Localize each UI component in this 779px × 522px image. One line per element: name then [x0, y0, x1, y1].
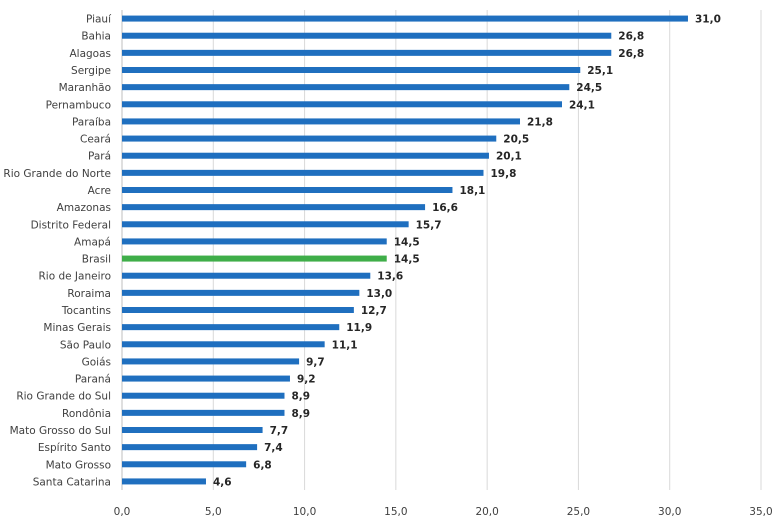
- bar-18: [122, 324, 340, 331]
- bar-5: [122, 101, 562, 108]
- value-label-22: 8,9: [291, 391, 310, 403]
- x-tick-label-3: 15,0: [384, 506, 407, 518]
- bar-15: [122, 272, 371, 279]
- value-label-10: 18,1: [459, 185, 485, 197]
- bar-25: [122, 444, 258, 451]
- value-label-17: 12,7: [361, 305, 387, 317]
- value-label-25: 7,4: [264, 442, 283, 454]
- bar-22: [122, 392, 285, 399]
- category-label-4: Maranhão: [59, 82, 111, 94]
- category-label-6: Paraíba: [72, 116, 111, 128]
- bar-2: [122, 49, 612, 56]
- value-label-5: 24,1: [569, 99, 595, 111]
- category-label-17: Tocantins: [61, 305, 111, 317]
- bar-0: [122, 15, 688, 22]
- bar-9: [122, 169, 484, 176]
- category-label-2: Alagoas: [69, 48, 111, 60]
- value-labels: 31,0 26,8 26,8 25,1 24,5 24,1 21,8 20,5 20,1 19,8…: [213, 14, 721, 489]
- x-tick-label-2: 10,0: [293, 506, 316, 518]
- bar-12: [122, 221, 409, 228]
- category-label-0: Piauí: [86, 14, 112, 26]
- value-label-8: 20,1: [496, 151, 522, 163]
- value-label-0: 31,0: [695, 14, 721, 26]
- value-label-11: 16,6: [432, 202, 458, 214]
- bar-4: [122, 84, 570, 91]
- category-label-5: Pernambuco: [46, 99, 111, 111]
- bar-1: [122, 32, 612, 39]
- value-label-21: 9,2: [297, 374, 316, 386]
- value-label-23: 8,9: [291, 408, 310, 420]
- category-label-3: Sergipe: [71, 65, 111, 77]
- value-label-13: 14,5: [394, 236, 420, 248]
- value-label-4: 24,5: [576, 82, 602, 94]
- category-label-1: Bahia: [81, 31, 111, 43]
- value-label-14: 14,5: [394, 254, 420, 266]
- category-label-27: Santa Catarina: [33, 476, 111, 488]
- category-label-25: Espírito Santo: [38, 442, 111, 454]
- bar-16: [122, 289, 360, 296]
- value-label-6: 21,8: [527, 116, 553, 128]
- category-label-8: Pará: [88, 151, 111, 163]
- bar-23: [122, 409, 285, 416]
- x-tick-label-0: 0,0: [114, 506, 131, 518]
- category-label-19: São Paulo: [60, 339, 111, 351]
- category-label-9: Rio Grande do Norte: [3, 168, 111, 180]
- bar-21: [122, 375, 290, 382]
- x-axis-tick-labels: 0,0 5,0 10,0 15,0 20,0 25,0 30,0 35,0: [114, 506, 773, 518]
- bars: [122, 15, 688, 485]
- bar-14: [122, 255, 387, 262]
- bar-13: [122, 238, 387, 245]
- grid-lines: [121, 10, 762, 490]
- x-tick-label-1: 5,0: [205, 506, 222, 518]
- bar-17: [122, 307, 354, 313]
- category-label-21: Paraná: [75, 374, 111, 386]
- category-label-10: Acre: [88, 185, 111, 197]
- category-label-24: Mato Grosso do Sul: [10, 425, 111, 437]
- bar-6: [122, 118, 521, 125]
- bar-20: [122, 358, 300, 365]
- bar-3: [122, 67, 581, 73]
- value-label-27: 4,6: [213, 476, 232, 488]
- category-label-14: Brasil: [82, 254, 111, 266]
- category-label-7: Ceará: [80, 134, 111, 146]
- value-label-26: 6,8: [253, 459, 272, 471]
- value-label-20: 9,7: [306, 356, 325, 368]
- category-label-12: Distrito Federal: [31, 219, 111, 231]
- value-label-18: 11,9: [346, 322, 372, 334]
- value-label-19: 11,1: [332, 339, 358, 351]
- category-labels: Piauí Bahia Alagoas Sergipe Maranhão Pernambu…: [3, 14, 112, 489]
- x-tick-label-5: 25,0: [567, 506, 590, 518]
- bar-8: [122, 152, 489, 159]
- value-label-15: 13,6: [377, 271, 403, 283]
- category-label-18: Minas Gerais: [43, 322, 111, 334]
- bar-27: [122, 478, 206, 485]
- bar-10: [122, 187, 453, 193]
- category-label-13: Amapá: [74, 236, 111, 248]
- category-label-11: Amazonas: [57, 202, 111, 214]
- category-label-23: Rondônia: [62, 408, 111, 420]
- value-label-16: 13,0: [366, 288, 392, 300]
- category-label-22: Rio Grande do Sul: [16, 391, 111, 403]
- category-label-26: Mato Grosso: [46, 459, 111, 471]
- category-label-15: Rio de Janeiro: [38, 271, 111, 283]
- bar-11: [122, 204, 426, 211]
- value-label-1: 26,8: [618, 31, 644, 43]
- category-label-20: Goiás: [82, 356, 111, 368]
- value-label-12: 15,7: [416, 219, 442, 231]
- category-label-16: Roraima: [67, 288, 111, 300]
- value-label-2: 26,8: [618, 48, 644, 60]
- x-tick-label-7: 35,0: [749, 506, 772, 518]
- bar-26: [122, 461, 247, 468]
- bar-19: [122, 341, 325, 348]
- value-label-24: 7,7: [270, 425, 289, 437]
- value-label-7: 20,5: [503, 134, 529, 146]
- value-label-3: 25,1: [587, 65, 613, 77]
- bar-24: [122, 427, 263, 433]
- x-tick-label-6: 30,0: [658, 506, 681, 518]
- x-tick-label-4: 20,0: [475, 506, 498, 518]
- value-label-9: 19,8: [490, 168, 516, 180]
- bar-7: [122, 135, 497, 142]
